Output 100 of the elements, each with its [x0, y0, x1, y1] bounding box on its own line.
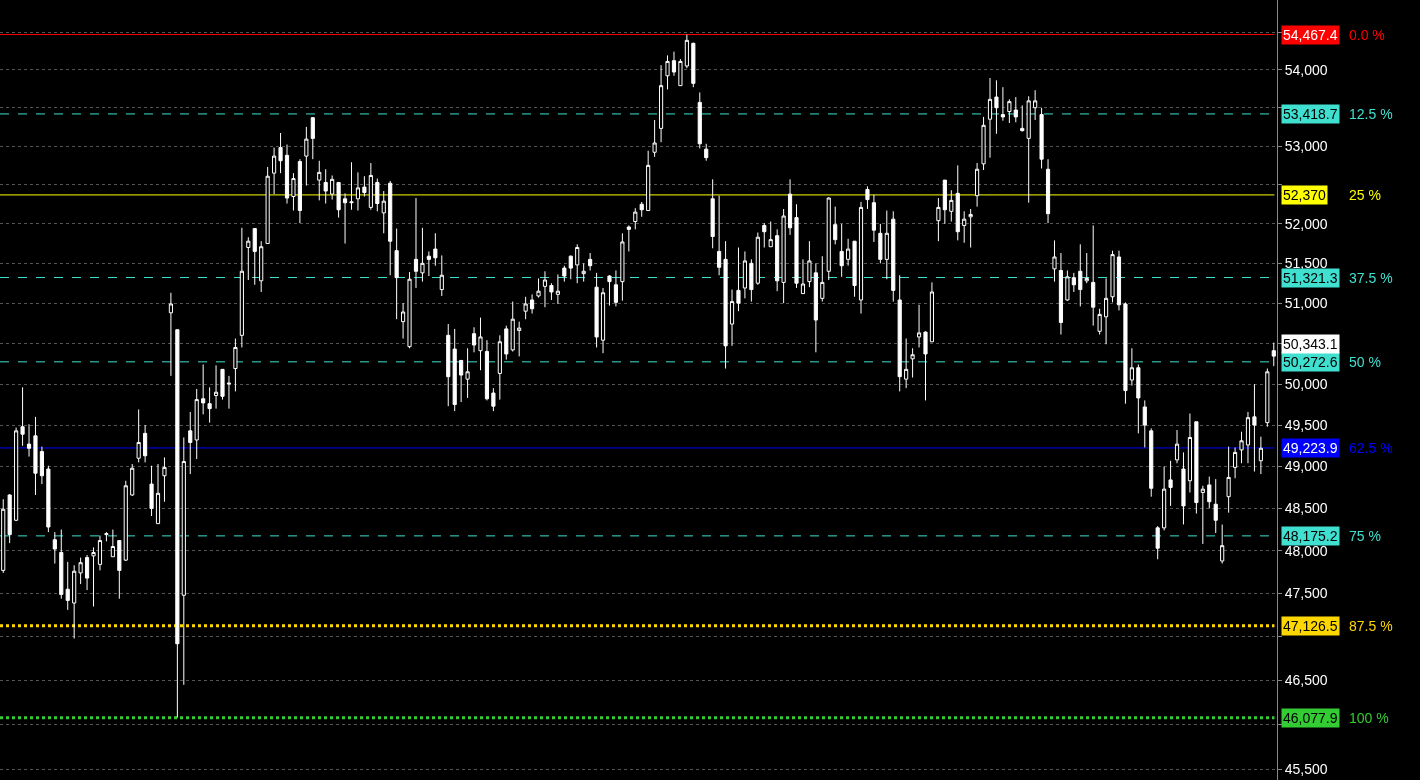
candlestick: [130, 463, 135, 497]
candlestick: [613, 269, 619, 307]
candlestick: [820, 255, 825, 303]
candlestick: [678, 58, 683, 87]
candlestick: [607, 274, 612, 307]
candlestick: [413, 197, 419, 289]
candlestick: [1181, 451, 1186, 525]
candlestick: [310, 117, 315, 160]
candlestick: [1226, 446, 1231, 514]
candlestick: [1239, 431, 1244, 464]
candlestick: [684, 34, 689, 69]
candlestick: [284, 144, 290, 204]
candlestick: [833, 206, 838, 245]
ref-line-label: 50,272.6: [1283, 354, 1338, 370]
candlestick: [1000, 86, 1005, 122]
y-tick-label: 51,500: [1284, 255, 1328, 272]
candlestick: [1078, 243, 1083, 307]
candlestick: [968, 208, 973, 248]
candlestick: [549, 282, 554, 301]
candlestick: [910, 347, 915, 379]
candlestick: [278, 132, 283, 174]
candlestick: [420, 227, 425, 283]
candlestick: [375, 178, 380, 212]
candlestick: [226, 375, 232, 410]
candlestick: [446, 323, 451, 407]
ref-line-label: 46,077.9: [1283, 710, 1338, 726]
candlestick: [1155, 525, 1160, 560]
candlestick: [626, 224, 631, 252]
candlestick: [52, 531, 57, 565]
candlestick: [1174, 429, 1180, 464]
candlestick: [839, 223, 844, 278]
candlestick: [104, 531, 109, 542]
candlestick: [252, 228, 257, 286]
candlestick: [878, 223, 883, 264]
candlestick: [620, 232, 625, 302]
candlestick: [749, 258, 754, 303]
candlestick: [91, 546, 96, 607]
candlestick: [736, 247, 741, 312]
candlestick: [588, 252, 593, 271]
candlestick: [465, 347, 470, 399]
candlestick: [916, 304, 922, 348]
candlestick: [942, 179, 947, 225]
text: 37.5 %: [1349, 270, 1393, 286]
candlestick: [858, 201, 864, 315]
y-tick-label: 48,000: [1284, 542, 1328, 559]
candlestick: [594, 272, 599, 348]
candlestick: [1058, 252, 1064, 336]
candlestick: [633, 207, 638, 230]
candlestick: [1258, 436, 1263, 475]
candlestick: [1097, 308, 1102, 336]
candlestick: [388, 180, 393, 276]
candlestick: [1265, 368, 1270, 428]
candlestick: [349, 161, 354, 211]
candlestick: [323, 168, 328, 204]
candlestick: [936, 197, 941, 242]
candlestick: [981, 116, 986, 171]
candlestick: [297, 158, 302, 224]
candlestick: [39, 446, 44, 485]
candlestick: [562, 265, 567, 283]
candlestick: [1136, 363, 1141, 434]
candlestick: [646, 150, 651, 212]
y-tick-label: 49,000: [1284, 458, 1328, 475]
candlestick: [1129, 347, 1134, 387]
candlestick: [291, 172, 296, 212]
candlestick: [794, 203, 799, 289]
candlestick: [1271, 342, 1276, 367]
candlestick: [897, 274, 902, 392]
candlestick: [97, 534, 103, 571]
candlestick: [1033, 89, 1038, 121]
candlestick: [471, 326, 477, 353]
candlestick: [123, 480, 128, 562]
text: 75 %: [1349, 528, 1381, 544]
candlestick: [697, 91, 702, 149]
candlestick: [813, 262, 818, 353]
candlestick: [1142, 399, 1147, 448]
candlestick: [1245, 411, 1251, 464]
text: 100 %: [1349, 710, 1389, 726]
y-tick-label: 50,000: [1284, 375, 1328, 392]
candlestick: [691, 42, 696, 88]
candlestick: [530, 293, 535, 315]
candlestick: [1084, 252, 1089, 284]
candlestick: [536, 277, 541, 299]
candlestick: [220, 368, 225, 401]
candlestick: [542, 270, 548, 308]
y-tick-label: 47,500: [1284, 585, 1328, 602]
candlestick: [401, 302, 406, 340]
candlestick: [1194, 421, 1199, 514]
candlestick: [891, 210, 896, 303]
candlestick: [459, 359, 464, 403]
candlestick: [929, 281, 935, 343]
candlestick: [717, 195, 722, 276]
candlestick: [246, 236, 251, 281]
candlestick: [575, 243, 580, 284]
candlestick: [987, 77, 993, 159]
candlestick: [1007, 98, 1012, 124]
candlestick: [33, 416, 38, 496]
candlestick: [330, 174, 335, 201]
candlestick: [1052, 239, 1057, 283]
candlestick: [600, 287, 606, 354]
candlestick: [671, 51, 677, 77]
